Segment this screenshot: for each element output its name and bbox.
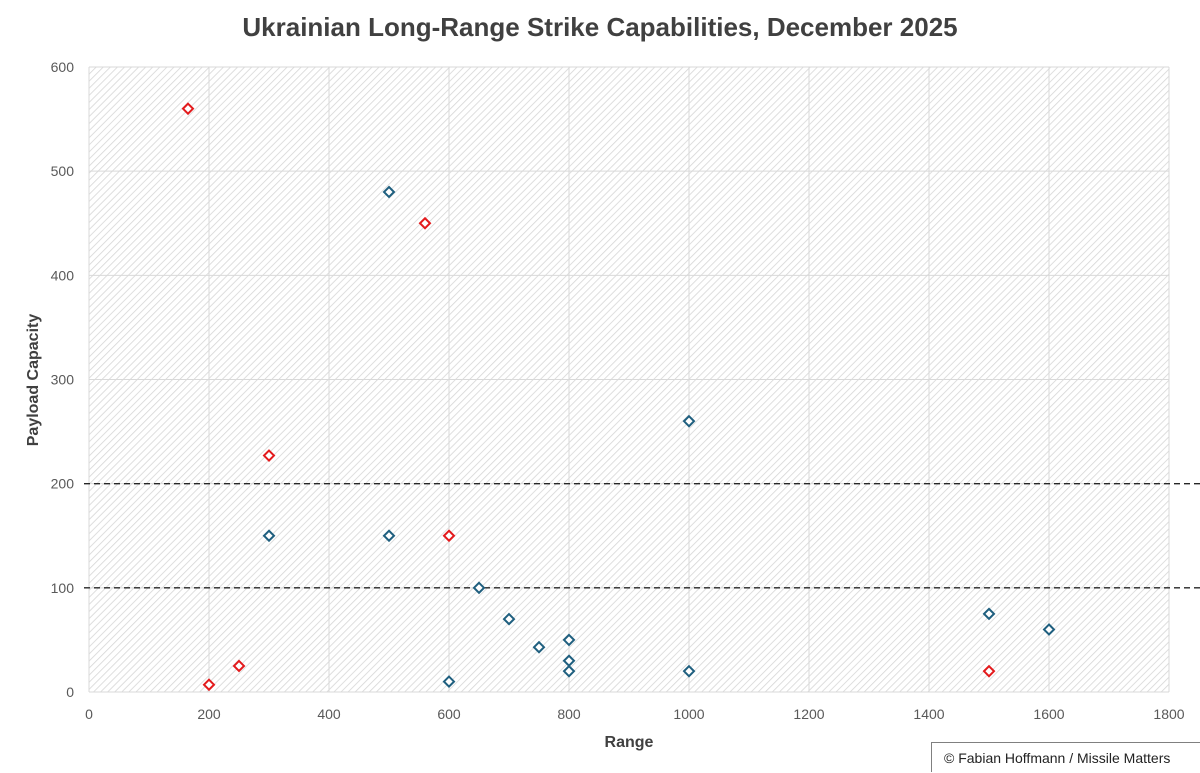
data-point <box>982 664 996 678</box>
x-tick-label: 600 <box>437 706 461 722</box>
data-point <box>382 529 396 543</box>
reference-lines <box>84 482 1200 589</box>
data-point <box>472 581 486 595</box>
y-tick-label: 200 <box>51 476 75 492</box>
y-tick-label: 0 <box>66 684 74 700</box>
y-tick-label: 500 <box>51 163 75 179</box>
data-point <box>682 414 696 428</box>
x-tick-label: 800 <box>557 706 581 722</box>
data-points <box>181 102 1056 692</box>
data-point <box>442 529 456 543</box>
chart-title: Ukrainian Long-Range Strike Capabilities… <box>242 12 958 42</box>
x-tick-label: 200 <box>197 706 221 722</box>
credit-box: © Fabian Hoffmann / Missile Matters <box>931 742 1200 772</box>
y-axis-label: Payload Capacity <box>25 314 42 447</box>
data-point <box>202 678 216 692</box>
data-point <box>532 640 546 654</box>
x-tick-label: 0 <box>85 706 93 722</box>
data-point <box>262 529 276 543</box>
x-axis-ticks: 0 200 400 600 800 1000 1200 1400 1600 1800 <box>85 706 1185 722</box>
x-tick-label: 1600 <box>1033 706 1064 722</box>
data-point <box>382 185 396 199</box>
x-tick-label: 400 <box>317 706 341 722</box>
data-point <box>682 664 696 678</box>
x-tick-label: 1000 <box>673 706 704 722</box>
x-tick-label: 1800 <box>1153 706 1184 722</box>
data-point <box>1042 623 1056 636</box>
x-tick-label: 1200 <box>793 706 824 722</box>
data-point <box>232 659 246 673</box>
data-point <box>982 607 996 621</box>
y-tick-label: 600 <box>51 59 75 75</box>
data-point <box>442 675 456 688</box>
data-point <box>562 664 576 678</box>
x-axis-label: Range <box>605 734 654 751</box>
data-point <box>562 633 576 647</box>
x-tick-label: 1400 <box>913 706 944 722</box>
data-point <box>262 449 276 462</box>
data-point <box>418 216 432 230</box>
y-tick-label: 400 <box>51 267 75 283</box>
data-point <box>502 612 516 626</box>
credit-text: © Fabian Hoffmann / Missile Matters <box>944 750 1171 766</box>
y-axis-ticks: 0 100 200 300 400 500 600 <box>51 59 75 700</box>
y-tick-label: 300 <box>51 372 75 388</box>
data-point <box>181 102 195 116</box>
y-tick-label: 100 <box>51 580 75 596</box>
